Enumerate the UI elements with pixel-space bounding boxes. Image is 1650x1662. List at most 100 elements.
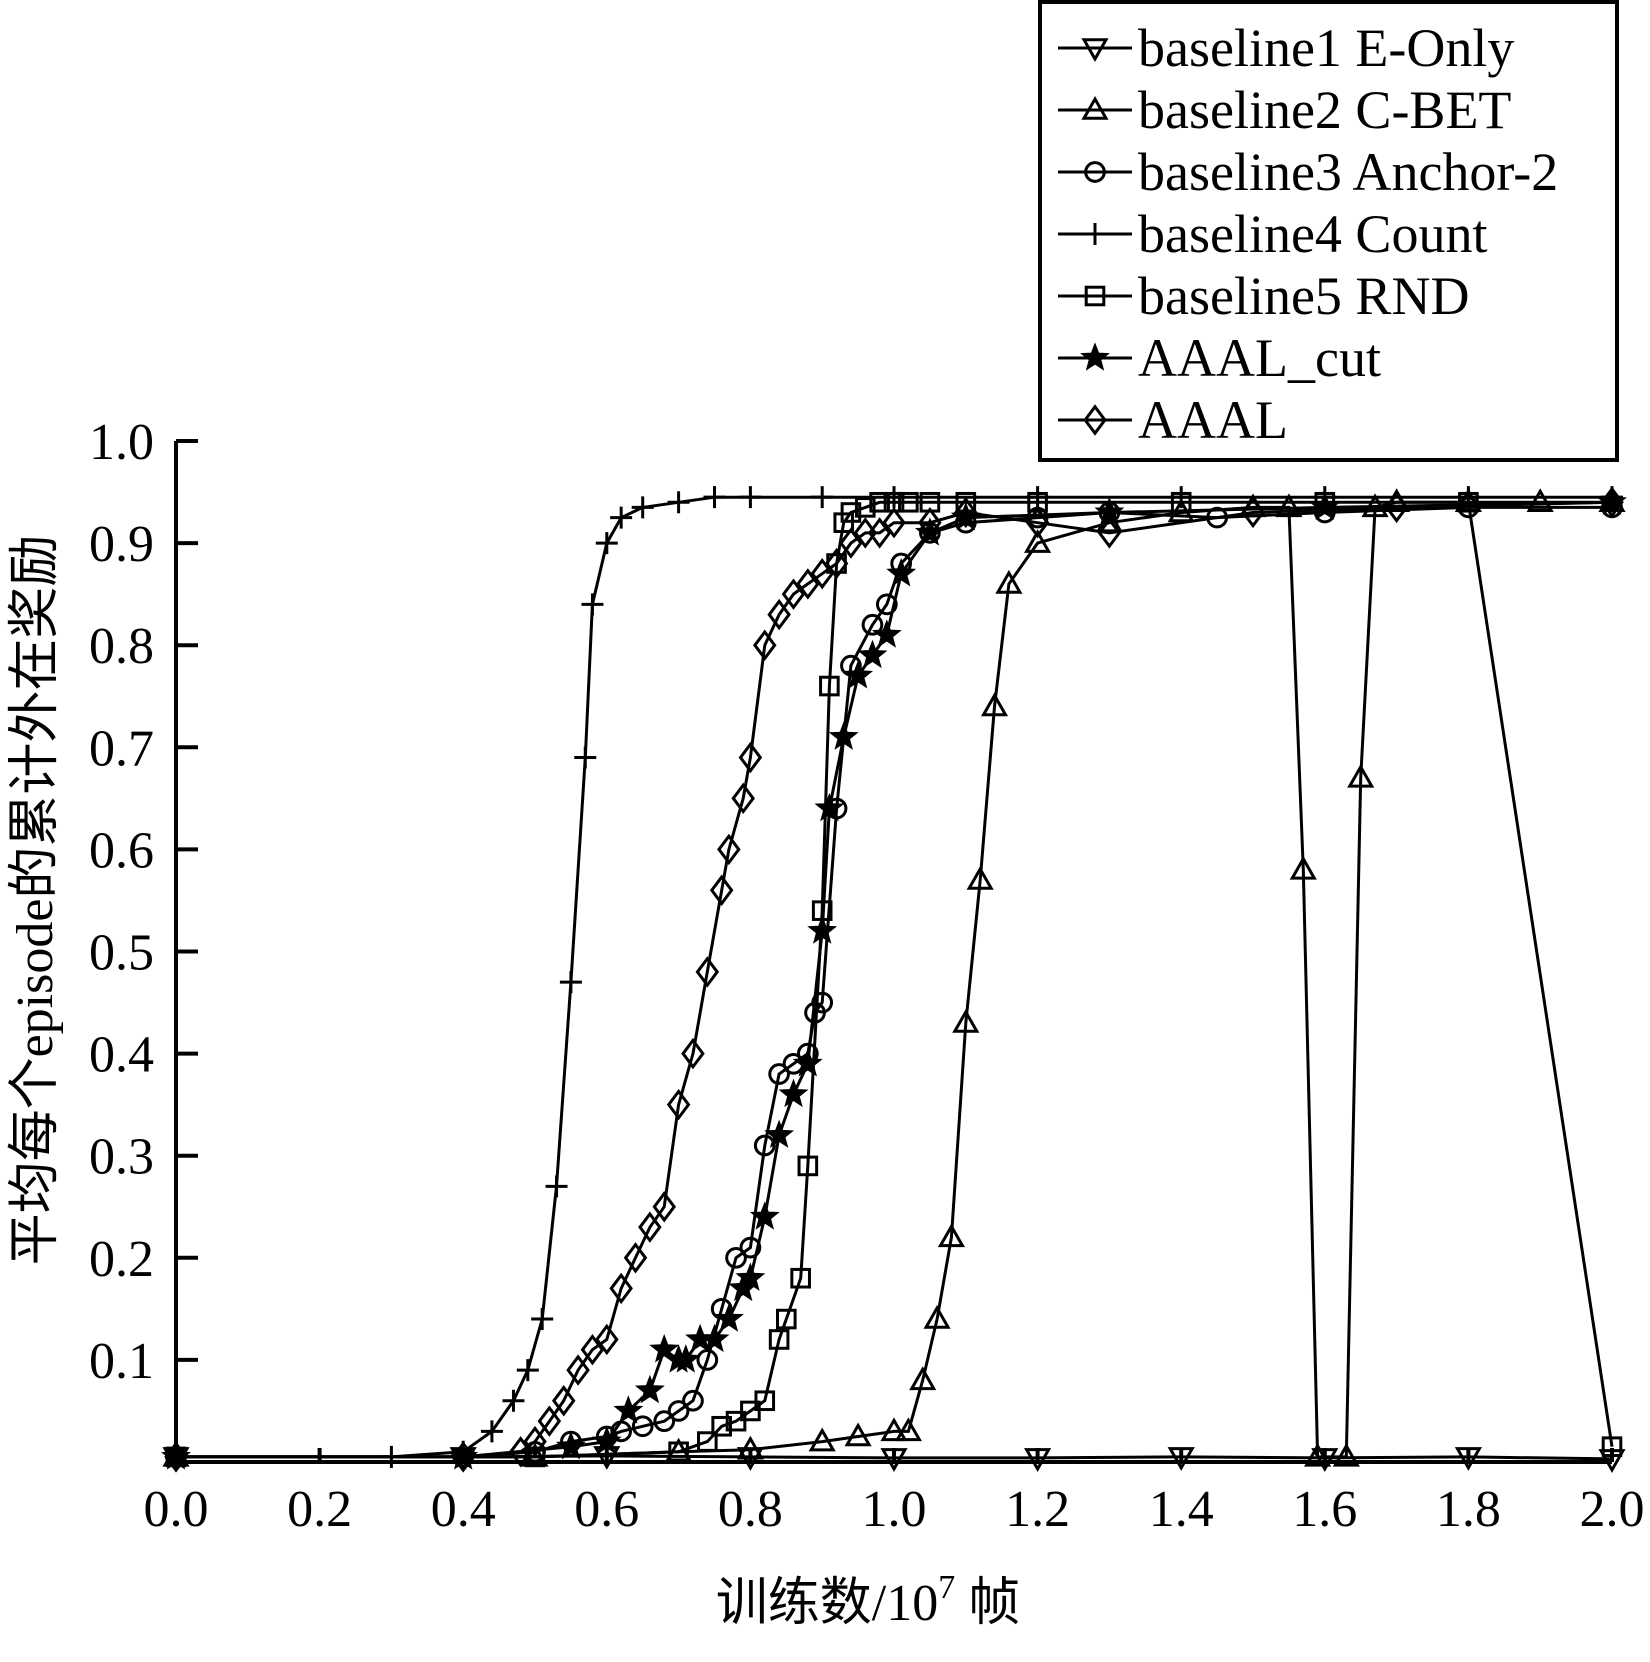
legend-label: baseline3 Anchor-2 — [1138, 142, 1558, 202]
data-point — [502, 1389, 525, 1412]
data-point — [738, 741, 763, 774]
data-point — [754, 1390, 776, 1412]
data-point — [753, 1134, 776, 1157]
x-tick-label: 2.0 — [1580, 1481, 1645, 1538]
data-point — [537, 1405, 562, 1437]
data-point — [857, 639, 888, 669]
y-axis-title: 平均每个episode的累计外在奖励 — [7, 535, 64, 1266]
data-point — [703, 486, 726, 509]
x-axis-title-main: 训练数/10 — [716, 1575, 938, 1632]
x-tick-label: 0.6 — [574, 1481, 639, 1538]
data-point — [545, 1175, 568, 1198]
data-point — [1025, 506, 1050, 539]
data-point — [697, 1431, 718, 1452]
data-point — [980, 692, 1009, 717]
data-point — [875, 593, 898, 616]
data-point — [670, 1344, 701, 1373]
data-point — [894, 1417, 922, 1442]
data-point — [595, 532, 618, 555]
data-point — [1600, 486, 1624, 518]
data-point — [966, 866, 994, 890]
data-point — [699, 1323, 730, 1353]
data-point — [581, 593, 604, 616]
data-point — [871, 619, 902, 648]
series-7 — [164, 486, 1624, 1473]
data-point — [781, 578, 806, 610]
legend-item: baseline2 C-BET — [1058, 80, 1511, 140]
data-point — [682, 1389, 704, 1412]
series-5 — [165, 491, 1623, 1468]
legend-label: AAAL_cut — [1138, 328, 1381, 388]
y-tick-label: 0.6 — [89, 822, 154, 879]
x-axis-title: 训练数/107 帧 — [716, 1569, 1020, 1632]
data-point — [653, 1410, 676, 1433]
legend-label: AAAL — [1138, 390, 1288, 450]
plot-lines — [161, 486, 1627, 1473]
series-6 — [161, 486, 1627, 1470]
data-point — [695, 956, 720, 988]
legend-marker — [1081, 95, 1109, 120]
series-line — [176, 500, 1613, 1459]
data-point — [811, 486, 834, 509]
data-point — [631, 1415, 654, 1438]
data-point — [764, 1119, 795, 1148]
legend-item: baseline4 Count — [1058, 204, 1487, 264]
data-point — [768, 1329, 790, 1350]
data-point — [1347, 763, 1375, 788]
y-tick-label: 0.4 — [89, 1027, 154, 1084]
legend-item: baseline5 RND — [1058, 266, 1469, 326]
data-point — [807, 915, 838, 944]
data-point — [480, 1420, 503, 1443]
data-point — [451, 1441, 475, 1473]
data-point — [717, 833, 741, 866]
data-point — [914, 517, 945, 546]
data-point — [768, 1063, 790, 1085]
data-point — [711, 1415, 732, 1437]
data-point — [667, 1400, 690, 1422]
legend-box — [1038, 0, 1619, 462]
data-point — [749, 1201, 780, 1230]
data-point — [898, 491, 919, 513]
x-tick-label: 0.0 — [144, 1481, 209, 1538]
data-point — [869, 491, 890, 513]
data-point — [516, 1359, 539, 1382]
data-point — [810, 558, 834, 590]
legend-label: baseline4 Count — [1138, 204, 1487, 264]
data-point — [523, 1425, 547, 1458]
x-axis-title-suffix: 帧 — [955, 1575, 1020, 1632]
data-point — [776, 1308, 797, 1330]
data-point — [1097, 517, 1122, 549]
legend-item: AAAL_cut — [1058, 328, 1381, 388]
legend-label: baseline2 C-BET — [1138, 80, 1511, 140]
data-point — [811, 991, 834, 1014]
data-point — [995, 569, 1023, 594]
data-point — [591, 1425, 622, 1455]
x-tick-label: 0.8 — [718, 1481, 783, 1538]
data-point — [839, 527, 863, 559]
data-point — [1241, 496, 1265, 529]
tick-labels: 0.0 0.2 0.4 0.6 0.8 1.0 1.2 1.4 1.6 1.8 2.0 0.1 0.2 0… — [89, 414, 1645, 1538]
data-point — [531, 1308, 554, 1331]
legend-item: baseline3 Anchor-2 — [1058, 142, 1558, 202]
x-tick-label: 1.2 — [1005, 1481, 1070, 1538]
y-tick-label: 0.5 — [89, 925, 154, 982]
legend-marker — [1081, 38, 1109, 63]
data-point — [767, 598, 791, 631]
data-point — [595, 1323, 619, 1356]
x-tick-label: 1.0 — [862, 1481, 927, 1538]
data-point — [796, 568, 820, 600]
legend-item: baseline1 E-Only — [1058, 18, 1514, 78]
data-point — [792, 1048, 823, 1077]
x-tick-label: 0.4 — [431, 1481, 496, 1538]
data-point — [840, 502, 862, 523]
series-line — [176, 500, 1612, 1459]
data-point — [631, 496, 654, 519]
legend-marker — [1084, 223, 1106, 245]
data-point — [681, 1037, 705, 1070]
series-line — [176, 495, 1612, 1459]
data-point — [1289, 855, 1317, 880]
data-point — [652, 1191, 677, 1223]
data-point — [164, 1441, 188, 1473]
data-point — [1458, 491, 1479, 513]
data-point — [828, 721, 859, 750]
